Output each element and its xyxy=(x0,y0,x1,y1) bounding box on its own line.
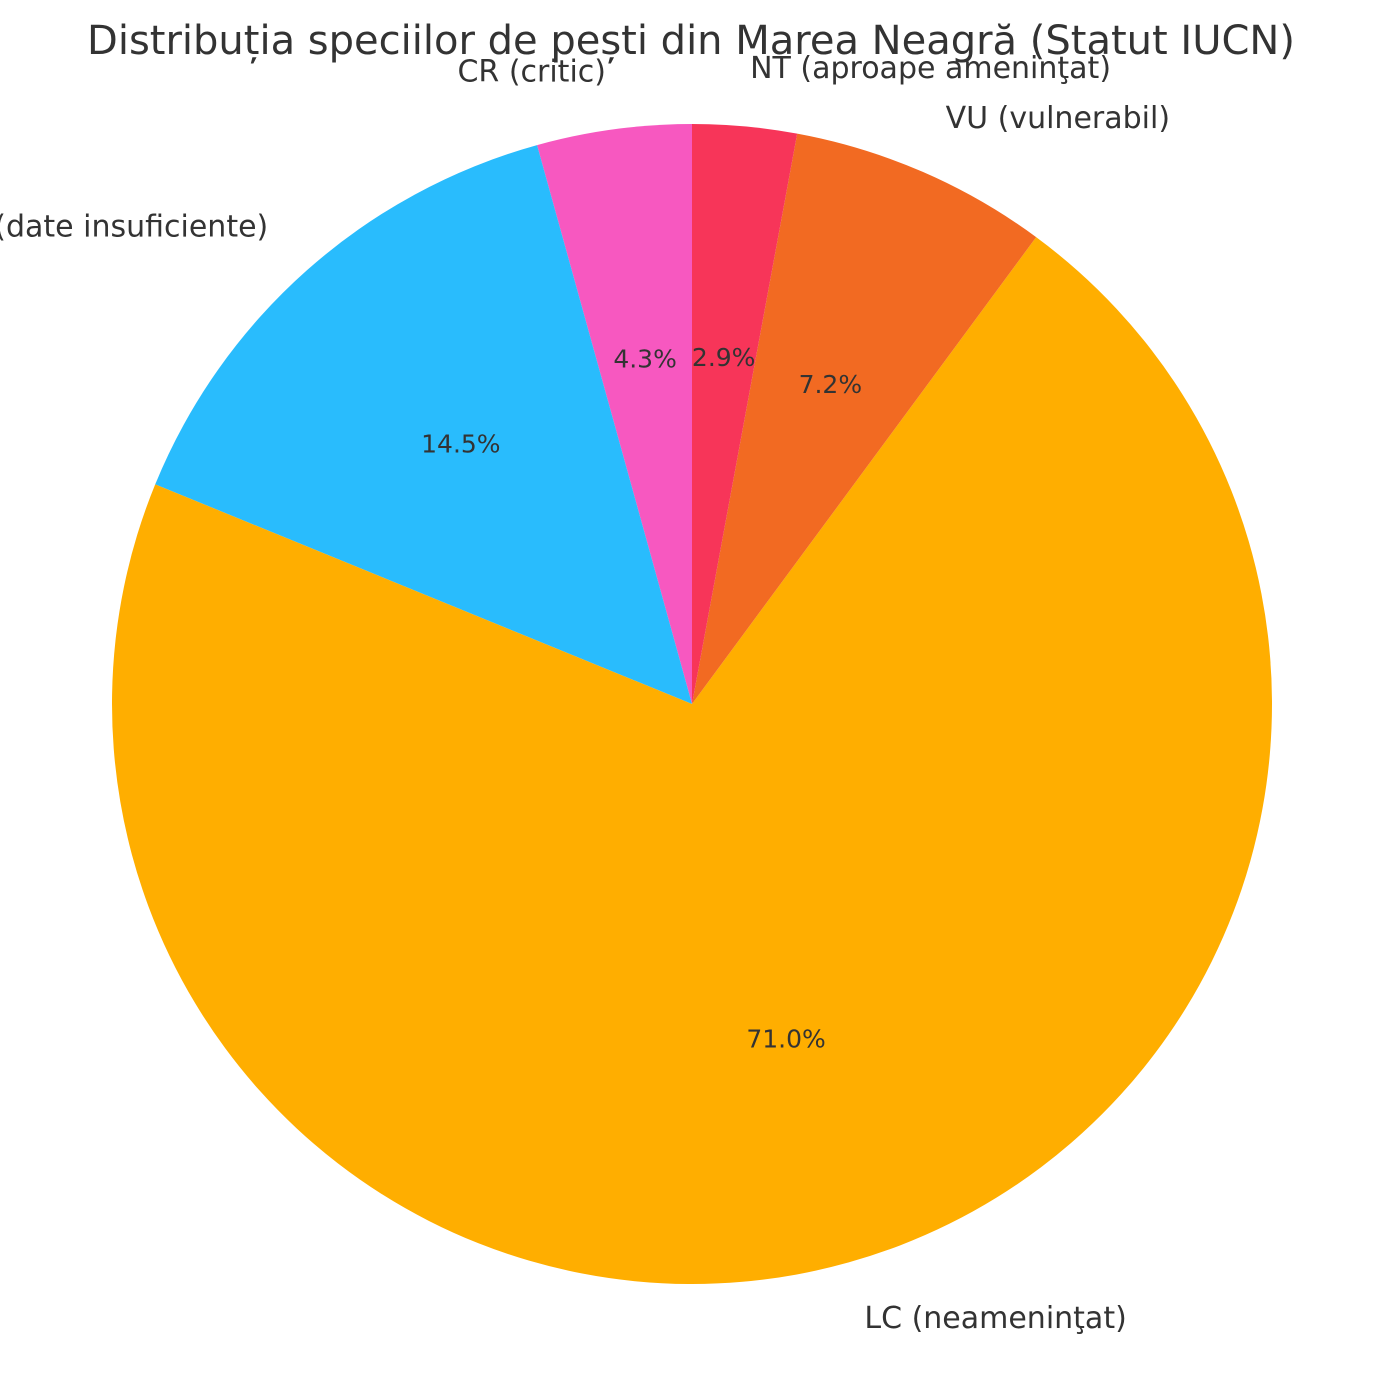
slice-percent-label: 2.9% xyxy=(692,343,756,372)
slice-percent-label: 4.3% xyxy=(613,345,677,374)
pie-slice xyxy=(692,133,1037,704)
slice-category-label: CR (critic) xyxy=(457,54,606,89)
slice-percent-label: 71.0% xyxy=(746,1025,825,1054)
pie-slice xyxy=(112,237,1273,1285)
pie-slice xyxy=(155,145,692,704)
slice-percent-label: 14.5% xyxy=(421,429,500,458)
slice-category-label: DD (date insuficiente) xyxy=(0,210,268,245)
slice-percent-label: 7.2% xyxy=(799,370,863,399)
slice-category-label: LC (neameninţat) xyxy=(864,1301,1126,1336)
pie-slices xyxy=(112,124,1273,1285)
chart-title: Distribuția speciilor de pești din Marea… xyxy=(87,18,1295,64)
slice-category-label: VU (vulnerabil) xyxy=(946,101,1170,136)
slice-category-label: NT (aproape ameninţat) xyxy=(750,51,1111,86)
pie-slice xyxy=(537,124,692,704)
pie-slice xyxy=(692,124,798,704)
slice-labels: 4.3% CR (critic) 14.5% DD (date insuficient… xyxy=(0,51,1170,1336)
